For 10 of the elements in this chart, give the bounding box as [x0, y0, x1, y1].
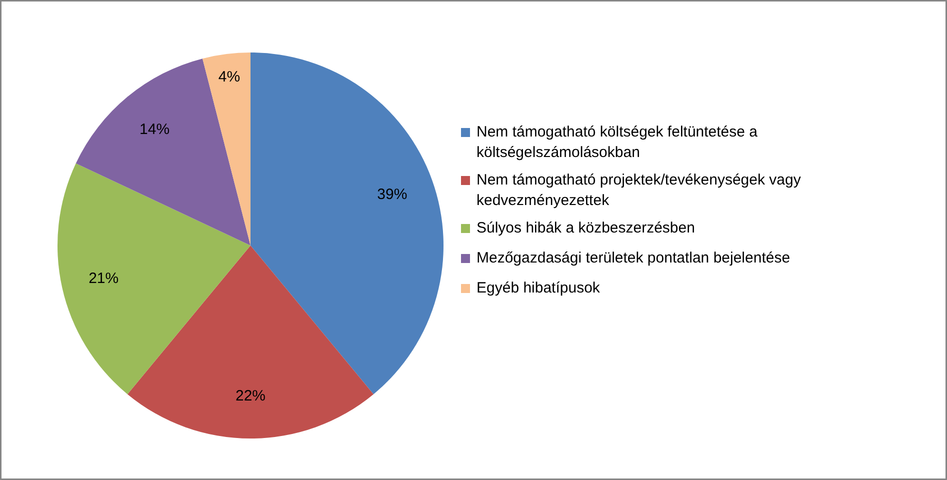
data-label: 21% — [88, 270, 119, 287]
data-label: 4% — [218, 68, 240, 86]
legend-label: Mezőgazdasági területek pontatlan bejelentése — [476, 250, 790, 266]
data-label: 39% — [377, 186, 408, 204]
legend-label: Nem támogatható projektek/tevékenységek vagy kedvezményezettek — [476, 172, 802, 209]
data-label: 22% — [235, 388, 266, 405]
data-label: 14% — [140, 121, 170, 138]
legend-label: Egyéb hibatípusok — [476, 280, 600, 296]
legend-label: Súlyos hibák a közbeszerzésben — [476, 220, 695, 236]
legend-label: Nem támogatható költségek feltüntetése a költségelszámolásokban — [476, 124, 758, 161]
